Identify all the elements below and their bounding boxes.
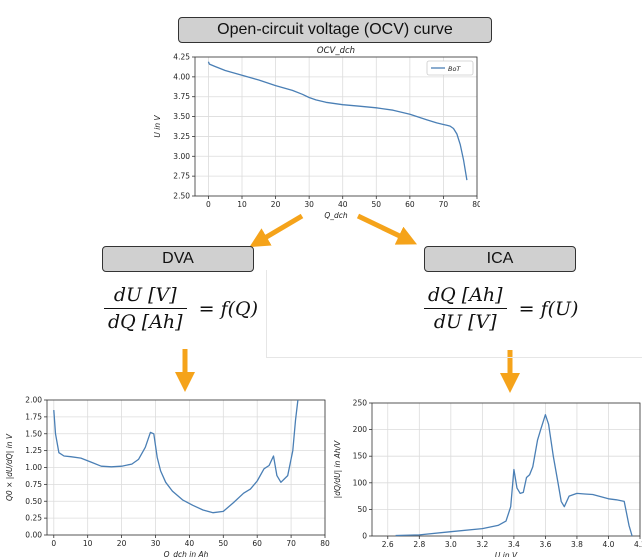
x-tick-label-0: 0 bbox=[51, 539, 56, 548]
y-tick-label-1: 50 bbox=[357, 505, 367, 514]
y-tick-label-0: 0 bbox=[362, 532, 367, 541]
x-tick-label-4: 40 bbox=[185, 539, 195, 548]
series-line-0 bbox=[53, 399, 299, 514]
x-tick-label-1: 2.8 bbox=[413, 540, 425, 549]
y-tick-label-5: 250 bbox=[353, 399, 368, 408]
x-tick-label-5: 50 bbox=[372, 200, 382, 209]
x-tick-label-6: 60 bbox=[252, 539, 262, 548]
x-tick-label-1: 10 bbox=[237, 200, 247, 209]
x-tick-label-7: 70 bbox=[439, 200, 449, 209]
ocv-chart: 0 10 20 30 40 50 60 70 80 2.50 2.75 3.00 3.25 3.50 3.7… bbox=[153, 46, 480, 220]
x-tick-label-7: 4.0 bbox=[603, 540, 615, 549]
ica-chart: 2.6 2.8 3.0 3.2 3.4 3.6 3.8 4.0 4.2 0 50 100 150 200 2… bbox=[333, 399, 642, 557]
ica-equation: dQ [Ah] dU [V] = f(U) bbox=[424, 284, 578, 333]
arrow-to-ica bbox=[356, 213, 418, 245]
ica-rhs: = f(U) bbox=[518, 297, 579, 320]
y-tick-label-4: 3.50 bbox=[173, 112, 190, 121]
y-tick-label-0: 2.50 bbox=[173, 192, 190, 201]
x-tick-label-3: 30 bbox=[304, 200, 314, 209]
y-tick-label-2: 100 bbox=[353, 478, 368, 487]
y-tick-label-2: 3.00 bbox=[173, 152, 190, 161]
x-axis-label: Q_dch bbox=[324, 211, 348, 220]
legend-label: BoT bbox=[448, 65, 461, 73]
x-axis-label: U in V bbox=[495, 551, 518, 557]
y-tick-label-3: 0.75 bbox=[25, 480, 42, 489]
y-tick-label-0: 0.00 bbox=[25, 531, 42, 540]
y-tick-label-4: 1.00 bbox=[25, 463, 42, 472]
ocv-title-box: Open-circuit voltage (OCV) curve bbox=[178, 17, 492, 43]
x-tick-label-6: 3.8 bbox=[571, 540, 583, 549]
x-tick-label-3: 30 bbox=[151, 539, 161, 548]
x-tick-label-2: 20 bbox=[117, 539, 127, 548]
x-tick-label-8: 80 bbox=[320, 539, 330, 548]
dva-box: DVA bbox=[102, 246, 254, 272]
x-tick-label-0: 2.6 bbox=[382, 540, 394, 549]
y-tick-label-4: 200 bbox=[353, 425, 368, 434]
x-tick-label-8: 4.2 bbox=[634, 540, 642, 549]
legend-box bbox=[426, 60, 474, 76]
y-tick-label-6: 1.50 bbox=[25, 429, 42, 438]
y-axis-label: |dQ/dU| in Ah/V bbox=[333, 440, 342, 499]
y-tick-label-5: 3.75 bbox=[173, 92, 190, 101]
divider-horizontal bbox=[266, 357, 642, 358]
y-tick-label-1: 2.75 bbox=[173, 172, 190, 181]
y-tick-label-3: 150 bbox=[353, 452, 368, 461]
x-tick-label-6: 60 bbox=[405, 200, 415, 209]
x-tick-label-3: 3.2 bbox=[476, 540, 488, 549]
y-tick-label-3: 3.25 bbox=[173, 132, 190, 141]
x-tick-label-5: 50 bbox=[219, 539, 229, 548]
plot-frame bbox=[371, 402, 641, 537]
x-tick-label-2: 3.0 bbox=[445, 540, 457, 549]
ica-numerator: dQ [Ah] bbox=[424, 284, 507, 309]
y-tick-label-8: 2.00 bbox=[25, 396, 42, 405]
dva-equation: dU [V] dQ [Ah] = f(Q) bbox=[104, 284, 258, 333]
series-line-0 bbox=[207, 61, 468, 181]
chart-title: OCV_dch bbox=[317, 46, 355, 56]
x-tick-label-4: 3.4 bbox=[508, 540, 520, 549]
y-tick-label-7: 1.75 bbox=[25, 412, 42, 421]
x-tick-label-8: 80 bbox=[472, 200, 480, 209]
dva-chart: 0 10 20 30 40 50 60 70 80 0.00 0.25 0.50 0.75 1.00 1.2… bbox=[5, 396, 330, 557]
y-axis-label: U in V bbox=[153, 115, 162, 138]
y-tick-label-1: 0.25 bbox=[25, 514, 42, 523]
y-tick-label-7: 4.25 bbox=[173, 53, 190, 62]
x-tick-label-1: 10 bbox=[83, 539, 93, 548]
series-line-0 bbox=[395, 414, 633, 537]
ica-box: ICA bbox=[424, 246, 576, 272]
y-tick-label-6: 4.00 bbox=[173, 72, 190, 81]
x-tick-label-4: 40 bbox=[338, 200, 348, 209]
dva-numerator: dU [V] bbox=[104, 284, 187, 309]
dva-denominator: dQ [Ah] bbox=[108, 311, 183, 333]
ica-denominator: dU [V] bbox=[433, 311, 497, 333]
y-tick-label-2: 0.50 bbox=[25, 497, 42, 506]
plot-frame bbox=[194, 56, 478, 197]
divider-vertical bbox=[266, 270, 267, 358]
x-tick-label-0: 0 bbox=[206, 200, 211, 209]
x-tick-label-2: 20 bbox=[271, 200, 281, 209]
x-axis-label: Q_dch in Ah bbox=[164, 550, 209, 557]
arrow-to-dva bbox=[249, 213, 304, 248]
dva-rhs: = f(Q) bbox=[198, 297, 259, 320]
y-axis-label: Q0 × |dU/dQ| in V bbox=[5, 433, 14, 501]
y-tick-label-5: 1.25 bbox=[25, 446, 42, 455]
x-tick-label-5: 3.6 bbox=[539, 540, 551, 549]
x-tick-label-7: 70 bbox=[286, 539, 296, 548]
